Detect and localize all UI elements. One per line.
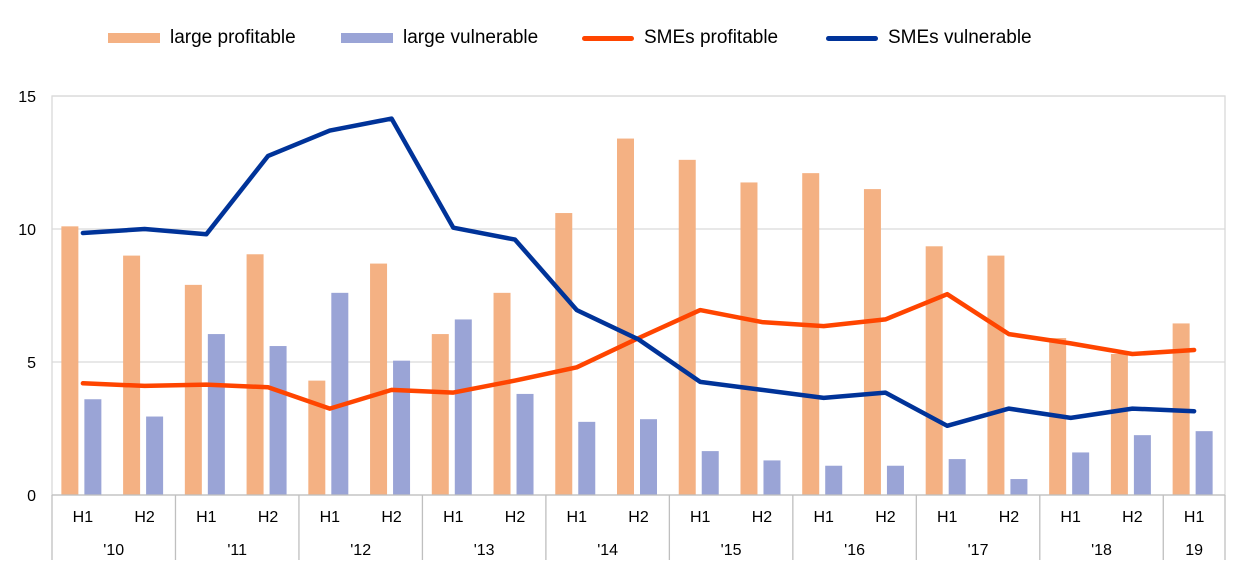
x-tick-label: H1 (813, 509, 834, 526)
legend-swatch-smes-profitable (582, 35, 634, 41)
x-tick-label: H1 (443, 509, 464, 526)
bar-large-profitable (617, 138, 634, 495)
bar-large-profitable (925, 246, 943, 495)
bar-large-vulnerable (516, 393, 534, 495)
plot-frame (51, 95, 1226, 496)
x-tick-label: H1 (1060, 509, 1081, 526)
x-tick-label: H2 (875, 509, 896, 526)
legend-item-large-profitable: large profitable (108, 24, 296, 52)
bar-large-vulnerable (393, 360, 411, 495)
bar-large-profitable (61, 226, 79, 495)
bar-large-profitable (308, 380, 326, 495)
year-label: '18 (1091, 542, 1112, 559)
bar-large-vulnerable (825, 465, 843, 495)
bar-large-profitable (555, 213, 573, 496)
bar-large-vulnerable (454, 319, 472, 495)
bar-large-vulnerable (269, 346, 287, 495)
x-tick-label: H1 (320, 509, 341, 526)
year-label: '15 (721, 542, 742, 559)
bar-large-vulnerable (331, 292, 349, 495)
x-tick-label: H2 (1122, 509, 1143, 526)
year-label: '16 (844, 542, 865, 559)
x-tick-label: H2 (628, 509, 649, 526)
year-label: '13 (474, 542, 495, 559)
legend-label-large-profitable: large profitable (170, 27, 296, 48)
x-tick-label: H2 (134, 509, 155, 526)
x-tick-label: H2 (752, 509, 773, 526)
y-tick-label: 10 (18, 222, 36, 239)
bar-large-profitable (987, 255, 1005, 495)
legend-swatch-large-vulnerable (341, 33, 393, 43)
bar-large-vulnerable (578, 421, 596, 495)
x-tick-label: H2 (381, 509, 402, 526)
bar-large-vulnerable (701, 451, 719, 495)
bar-large-profitable (740, 182, 758, 495)
x-tick-label: H1 (196, 509, 217, 526)
bar-large-vulnerable (207, 334, 225, 495)
legend: large profitable large vulnerable SMEs p… (0, 24, 1240, 52)
legend-swatch-smes-vulnerable (826, 35, 878, 41)
bar-large-vulnerable (1010, 479, 1028, 495)
x-tick-label: H1 (73, 509, 94, 526)
bar-large-vulnerable (1133, 435, 1151, 495)
year-label: '11 (227, 542, 247, 559)
bar-large-profitable (431, 334, 449, 495)
year-label: '14 (597, 542, 618, 559)
bar-large-vulnerable (763, 460, 781, 495)
legend-item-smes-vulnerable: SMEs vulnerable (826, 24, 1032, 52)
bar-large-vulnerable (948, 459, 966, 495)
x-tick-label: H1 (567, 509, 588, 526)
year-label: '10 (103, 542, 124, 559)
bar-large-vulnerable (84, 399, 102, 495)
bar-large-vulnerable (146, 416, 164, 495)
legend-label-large-vulnerable: large vulnerable (403, 27, 539, 48)
x-tick-label: H1 (690, 509, 711, 526)
x-tick-label: H2 (505, 509, 526, 526)
line-SMEs-vulnerable (80, 116, 1197, 429)
bar-large-profitable (802, 173, 820, 495)
bar-large-vulnerable (640, 419, 657, 495)
year-label: '12 (350, 542, 371, 559)
legend-item-large-vulnerable: large vulnerable (341, 24, 538, 52)
x-tick-label: H1 (1184, 509, 1205, 526)
bar-large-vulnerable (1195, 431, 1213, 495)
y-tick-label: 15 (18, 89, 36, 106)
year-label: 19 (1185, 542, 1203, 559)
legend-swatch-large-profitable (108, 33, 160, 43)
x-tick-label: H2 (258, 509, 279, 526)
bar-large-profitable (493, 292, 511, 495)
year-label: '17 (968, 542, 989, 559)
bar-large-profitable (123, 255, 141, 495)
x-tick-label: H2 (999, 509, 1020, 526)
y-tick-label: 0 (27, 488, 36, 505)
bar-large-profitable (863, 189, 881, 495)
bar-large-profitable (1110, 354, 1128, 495)
legend-item-smes-profitable: SMEs profitable (582, 24, 778, 52)
y-tick-label: 5 (27, 355, 36, 372)
legend-label-smes-profitable: SMEs profitable (644, 27, 779, 48)
bar-large-profitable (246, 254, 264, 495)
bar-large-profitable (184, 284, 202, 495)
bar-large-vulnerable (1072, 452, 1090, 495)
bar-large-vulnerable (886, 465, 904, 495)
bar-large-profitable (678, 159, 696, 495)
x-tick-label: H1 (937, 509, 958, 526)
bar-large-profitable (370, 263, 388, 495)
legend-label-smes-vulnerable: SMEs vulnerable (888, 27, 1032, 48)
